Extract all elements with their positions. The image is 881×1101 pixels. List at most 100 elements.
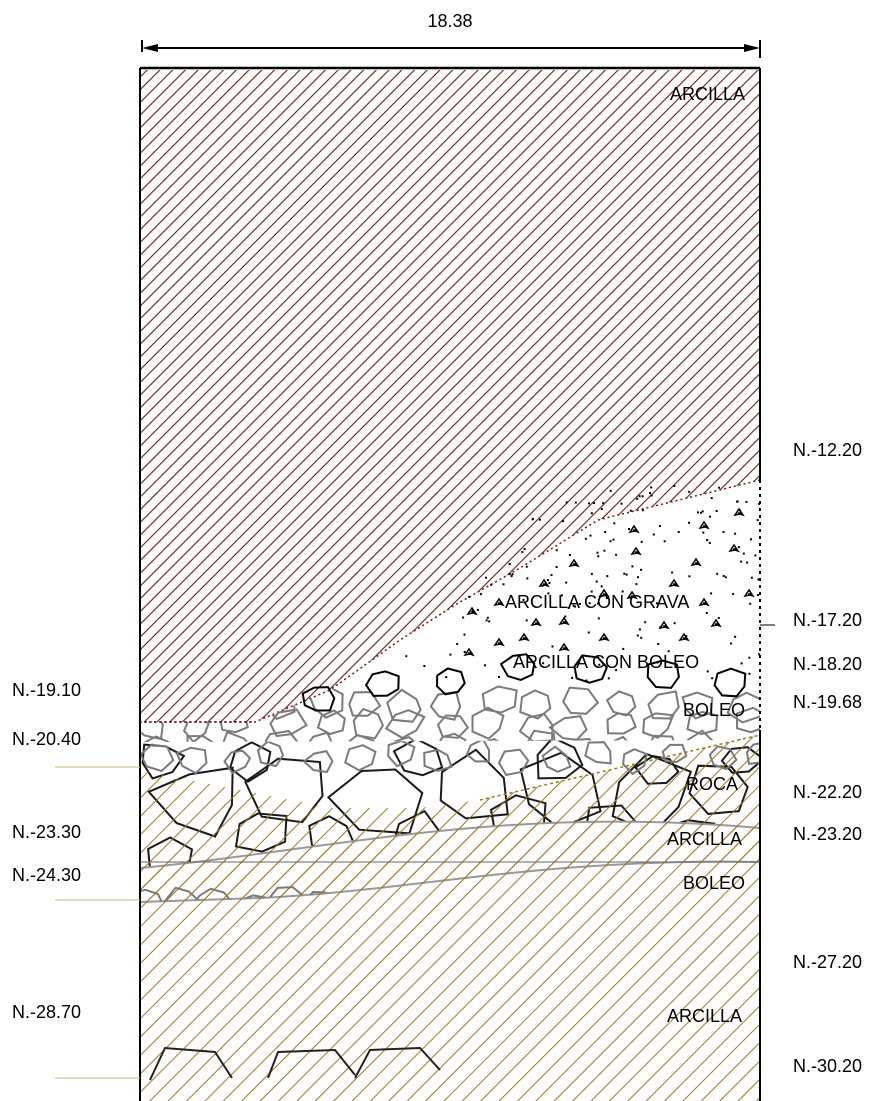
label-boleo-upper: BOLEO: [683, 700, 745, 720]
gravel-dot: [479, 593, 482, 596]
gravel-dot: [550, 574, 553, 577]
gravel-dot: [673, 485, 676, 487]
gravel-dot: [510, 575, 513, 578]
arrow-right-icon: [744, 44, 760, 52]
gravel-dot: [736, 500, 739, 503]
gravel-dot: [609, 489, 612, 492]
gravel-dot: [706, 670, 709, 673]
gravel-dot: [463, 633, 466, 636]
gravel-dot: [486, 616, 489, 619]
gravel-mark: [493, 597, 505, 607]
gravel-dot: [612, 538, 615, 541]
level-right-8: N.-30.20: [793, 1056, 862, 1076]
gravel-mark: [733, 507, 745, 517]
gravel-dot: [555, 549, 558, 552]
gravel-dot: [650, 494, 653, 497]
gravel-mark: [466, 606, 478, 616]
profile-frame: [55, 66, 775, 1101]
gravel-mark: [558, 642, 570, 652]
level-right-4: N.-19.68: [793, 692, 862, 712]
gravel-dot: [742, 552, 745, 555]
gravel-dot: [700, 511, 702, 514]
gravel-mark: [630, 546, 642, 556]
boleo-row: [301, 653, 747, 712]
gravel-dot: [748, 656, 751, 659]
gravel-dot: [717, 617, 720, 620]
gravel-dot: [737, 546, 740, 549]
boleo-cell: [681, 691, 714, 720]
boulder: [646, 659, 680, 689]
boulder: [435, 667, 466, 696]
boleo-cell: [646, 734, 679, 742]
gravel-dot: [498, 676, 500, 678]
gravel-mark: [710, 618, 722, 628]
boleo-cell: [436, 714, 470, 739]
boleo-cell: [434, 732, 467, 742]
boulder: [499, 653, 536, 681]
boleo-cell: [352, 707, 385, 740]
boleo-cell: [726, 691, 760, 724]
gravel-mark: [493, 637, 505, 647]
boleo-cell: [471, 706, 505, 740]
gravel-mark: [598, 632, 610, 642]
label-boleo-lower: BOLEO: [683, 873, 745, 893]
boleo-cell: [642, 712, 675, 739]
gravel-dot: [548, 582, 551, 584]
boleo-cell: [344, 744, 377, 772]
boleo-cell: [384, 709, 426, 740]
gravel-dot: [718, 486, 721, 489]
gravel-mark: [628, 524, 640, 534]
gravel-dot: [445, 676, 448, 679]
gravel-mark: [668, 578, 680, 588]
boleo-cell: [597, 735, 637, 742]
label-arcilla-bottom: ARCILLA: [667, 1006, 742, 1026]
gravel-mark: [518, 632, 530, 642]
gravel-dot: [625, 573, 628, 576]
level-right-3: N.-18.20: [793, 654, 862, 674]
boleo-cell: [481, 685, 518, 714]
gravel-dot: [749, 602, 752, 605]
gravel-dot: [710, 592, 713, 595]
gravel-dot: [588, 602, 591, 605]
gravel-dot: [590, 572, 593, 575]
gravel-mark: [538, 578, 550, 588]
gravel-mark: [678, 632, 690, 642]
gravel-dot: [590, 590, 593, 593]
boleo-cell: [175, 746, 208, 775]
gravel-dot: [560, 594, 563, 597]
level-labels-left: N.-19.10 N.-20.40 N.-23.30 N.-24.30 N.-2…: [12, 680, 81, 1022]
boleo-cell: [140, 743, 175, 773]
gravel-dot: [463, 651, 466, 653]
gravel-dot: [734, 635, 737, 638]
boleo-cell: [548, 715, 588, 741]
gravel-dot: [476, 608, 479, 611]
gravel-dot: [607, 677, 610, 680]
gravel-dot: [748, 672, 751, 675]
gravel-mark: [530, 617, 542, 627]
gravel-dot: [667, 650, 670, 653]
gravel-dot: [468, 595, 471, 598]
gravel-dot: [745, 500, 748, 503]
label-arcilla-con-boleo: ARCILLA CON BOLEO: [513, 652, 699, 672]
gravel-mark: [698, 520, 710, 530]
boleo-cell: [302, 749, 334, 774]
gravel-dot: [547, 592, 550, 595]
gravel-dot: [405, 655, 408, 658]
boleo-cell: [647, 690, 680, 720]
gravel-dot: [485, 576, 487, 579]
material-labels: ARCILLA ARCILLA CON GRAVA ARCILLA CON BO…: [505, 84, 745, 1026]
gravel-dot: [649, 492, 651, 494]
gravel-dot: [671, 571, 674, 574]
boleo-cell: [686, 710, 719, 736]
gravel-dot: [595, 580, 598, 583]
gravel-dot: [722, 531, 725, 533]
gravel-dot: [511, 573, 514, 576]
gravel-dot: [562, 520, 565, 523]
gravel-dot: [584, 537, 587, 540]
gravel-mark: [558, 616, 570, 626]
gravel-dot: [750, 576, 753, 579]
gravel-dot: [711, 677, 714, 680]
gravel-dot: [515, 662, 518, 665]
gravel-dot: [732, 593, 735, 595]
